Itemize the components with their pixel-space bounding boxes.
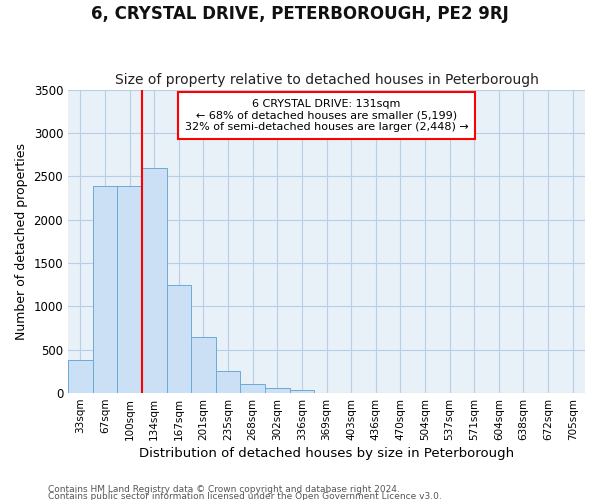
Bar [241,384,265,393]
Bar [167,284,191,393]
Bar [68,360,92,393]
Bar [142,168,167,393]
Y-axis label: Number of detached properties: Number of detached properties [15,143,28,340]
Text: Contains HM Land Registry data © Crown copyright and database right 2024.: Contains HM Land Registry data © Crown c… [48,486,400,494]
Bar [265,388,290,393]
Text: 6, CRYSTAL DRIVE, PETERBOROUGH, PE2 9RJ: 6, CRYSTAL DRIVE, PETERBOROUGH, PE2 9RJ [91,5,509,23]
Bar [216,371,241,393]
Bar [92,186,117,393]
Text: 6 CRYSTAL DRIVE: 131sqm
← 68% of detached houses are smaller (5,199)
32% of semi: 6 CRYSTAL DRIVE: 131sqm ← 68% of detache… [185,98,469,132]
Bar [290,390,314,393]
Title: Size of property relative to detached houses in Peterborough: Size of property relative to detached ho… [115,73,538,87]
Text: Contains public sector information licensed under the Open Government Licence v3: Contains public sector information licen… [48,492,442,500]
Bar [117,186,142,393]
Bar [191,336,216,393]
X-axis label: Distribution of detached houses by size in Peterborough: Distribution of detached houses by size … [139,447,514,460]
